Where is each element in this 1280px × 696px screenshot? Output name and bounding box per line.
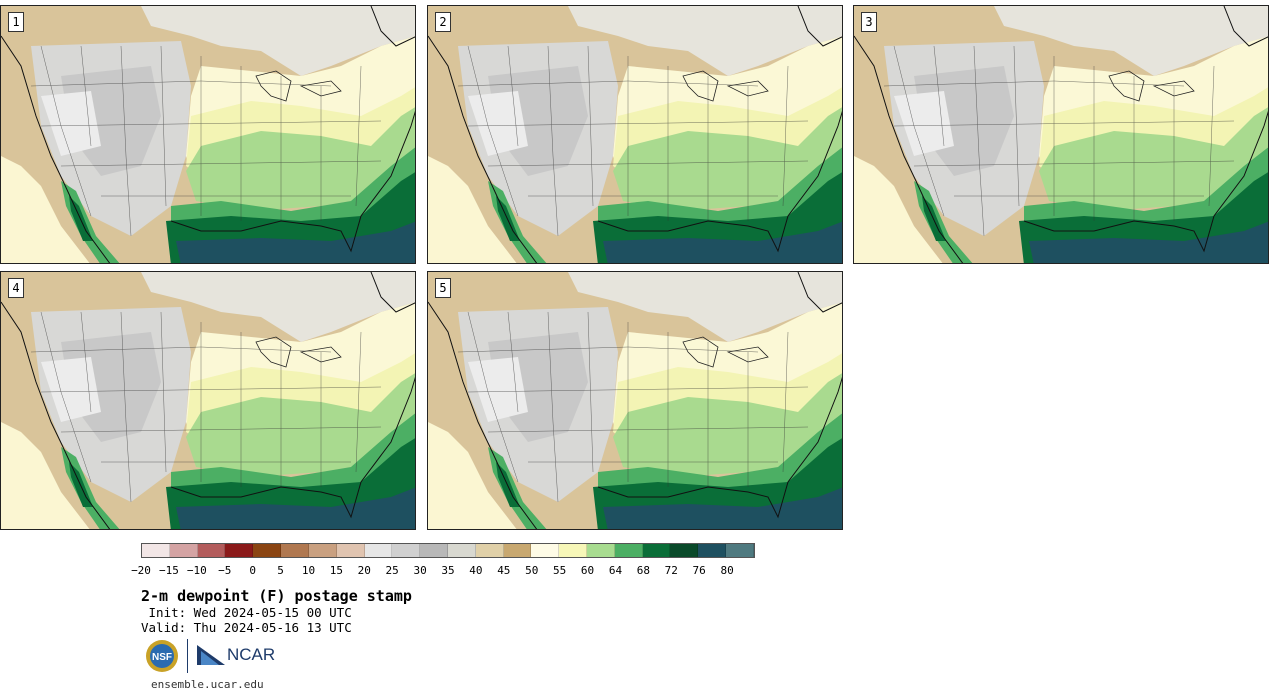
colorbar-swatch (142, 544, 170, 557)
colorbar-swatch (225, 544, 254, 557)
colorbar-tick-label: 35 (441, 564, 455, 577)
colorbar-swatch (531, 544, 560, 557)
figure-title: 2-m dewpoint (F) postage stamp (141, 587, 412, 605)
dewpoint-map (428, 6, 842, 263)
valid-time: Valid: Thu 2024-05-16 13 UTC (141, 620, 352, 635)
colorbar-swatch (392, 544, 421, 557)
colorbar-tick-label: 80 (720, 564, 734, 577)
colorbar-tick-label: 45 (497, 564, 511, 577)
colorbar-tick-label: 20 (357, 564, 371, 577)
map-panel-5: 5 (427, 271, 843, 530)
init-time: Init: Wed 2024-05-15 00 UTC (141, 605, 352, 620)
colorbar-swatch (503, 544, 532, 557)
colorbar-swatch (670, 544, 699, 557)
colorbar-swatch (475, 544, 504, 557)
panel-number: 3 (861, 12, 877, 32)
colorbar-swatch (447, 544, 476, 557)
map-panel-3: 3 (853, 5, 1269, 264)
colorbar-tick-label: 72 (664, 564, 678, 577)
colorbar-tick-label: −15 (158, 564, 179, 577)
panel-number: 2 (435, 12, 451, 32)
colorbar-swatch (587, 544, 615, 557)
colorbar-tick-label: 50 (525, 564, 539, 577)
map-panel-2: 2 (427, 5, 843, 264)
panel-number: 5 (435, 278, 451, 298)
dewpoint-map (428, 272, 842, 529)
logo-separator (187, 639, 188, 673)
dewpoint-map (1, 272, 415, 529)
colorbar-swatch (281, 544, 309, 557)
colorbar (141, 543, 755, 558)
colorbar-tick-label: 64 (608, 564, 623, 577)
colorbar-tick-label: 55 (553, 564, 567, 577)
website-link[interactable]: ensemble.ucar.edu (151, 678, 264, 691)
colorbar-swatch (364, 544, 393, 557)
ncar-logo: NCAR (197, 643, 275, 667)
colorbar-tick-label: 25 (385, 564, 399, 577)
colorbar-swatch (698, 544, 727, 557)
dewpoint-map (854, 6, 1268, 263)
colorbar-swatch (726, 544, 754, 557)
colorbar-tick-label: 0 (249, 564, 256, 577)
colorbar-tick-label: 68 (636, 564, 650, 577)
map-panel-4: 4 (0, 271, 416, 530)
colorbar-tick-label: 15 (329, 564, 343, 577)
colorbar-tick-label: −10 (186, 564, 207, 577)
colorbar-tick-label: −5 (218, 564, 232, 577)
colorbar-swatch (559, 544, 587, 557)
ncar-logo-icon (197, 645, 225, 665)
panel-number: 1 (8, 12, 24, 32)
colorbar-tick-label: −20 (131, 564, 151, 577)
colorbar-tick-label: 40 (469, 564, 483, 577)
colorbar-swatch (420, 544, 448, 557)
colorbar-tick-label: 76 (692, 564, 706, 577)
dewpoint-map (1, 6, 415, 263)
colorbar-swatch (336, 544, 365, 557)
ncar-logo-text: NCAR (227, 645, 276, 664)
colorbar-tick-label: 60 (580, 564, 595, 577)
svg-text:NSF: NSF (152, 652, 172, 663)
colorbar-swatch (308, 544, 337, 557)
colorbar-swatch (253, 544, 282, 557)
colorbar-tick-label: 5 (277, 564, 284, 577)
nsf-logo-icon: NSF (146, 640, 178, 672)
colorbar-swatch (169, 544, 198, 557)
colorbar-swatch (197, 544, 226, 557)
colorbar-swatch (614, 544, 643, 557)
colorbar-tick-label: 30 (413, 564, 427, 577)
panel-number: 4 (8, 278, 24, 298)
map-panel-1: 1 (0, 5, 416, 264)
colorbar-tick-label: 10 (301, 564, 316, 577)
colorbar-swatch (642, 544, 671, 557)
